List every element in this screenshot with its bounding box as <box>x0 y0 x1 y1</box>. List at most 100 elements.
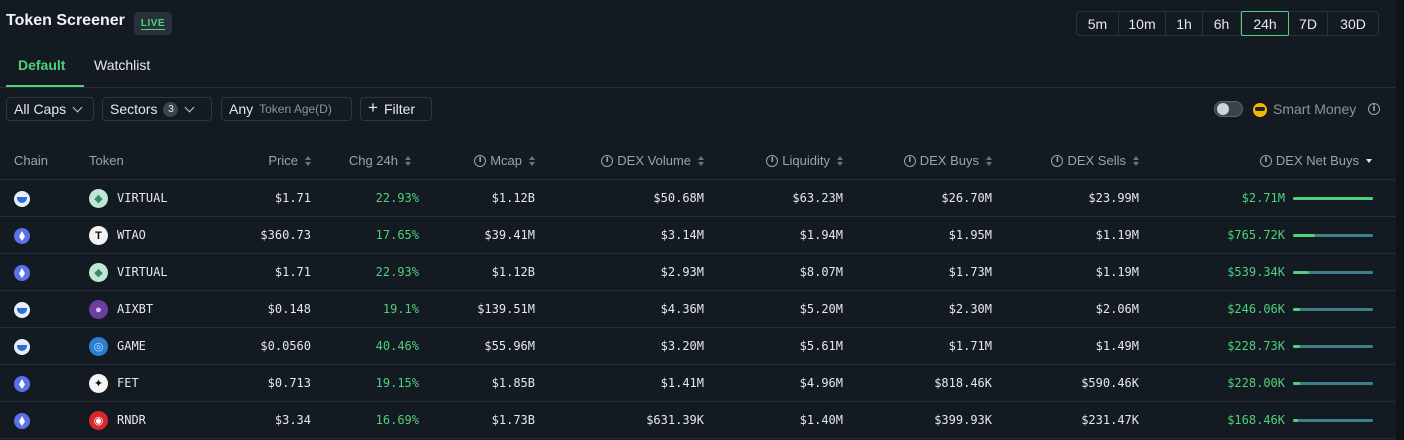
live-badge: LIVE <box>134 12 172 35</box>
dex-net-buys: $2.71M <box>1241 191 1285 205</box>
dex-volume: $3.20M <box>660 339 704 353</box>
net-buys-bar <box>1293 308 1373 311</box>
page-title: Token Screener <box>6 12 125 29</box>
smart-money-label: Smart Money <box>1273 101 1357 117</box>
timeframe-10m[interactable]: 10m <box>1119 12 1166 35</box>
filter-button[interactable]: + Filter <box>360 97 432 121</box>
filter-label: Filter <box>383 101 416 117</box>
timeframe-24h[interactable]: 24h <box>1241 11 1289 36</box>
right-edge <box>1396 0 1404 440</box>
price: $3.34 <box>274 413 311 427</box>
change-24h: 22.93% <box>375 265 419 279</box>
dex-sells: $231.47K <box>1081 413 1139 427</box>
net-buys-bar <box>1293 382 1373 385</box>
table-row[interactable]: T WTAO $360.73 17.65% $39.41M $3.14M $1.94M $1.… <box>0 217 1396 254</box>
sectors-label: Sectors <box>110 101 158 117</box>
col-dex-sells[interactable]: i DEX Sells <box>1051 153 1139 168</box>
timeframe-30d[interactable]: 30D <box>1340 15 1366 32</box>
chevron-down-icon <box>72 102 83 112</box>
fet-token-icon: ✦ <box>89 374 108 393</box>
sort-icon <box>986 155 992 166</box>
timeframe-7d[interactable]: 7D <box>1289 12 1328 35</box>
divider <box>0 87 1396 88</box>
token-name[interactable]: FET <box>117 376 139 390</box>
change-24h: 40.46% <box>375 339 419 353</box>
col-chg-24h[interactable]: Chg 24h <box>349 153 411 168</box>
sectors-dropdown[interactable]: Sectors 3 <box>102 97 212 121</box>
info-icon: i <box>474 154 487 167</box>
timeframe-6h[interactable]: 6h <box>1203 12 1241 35</box>
token-name[interactable]: AIXBT <box>117 302 154 316</box>
smart-money-toggle[interactable] <box>1214 101 1243 117</box>
dex-buys: $26.70M <box>941 191 992 205</box>
dex-sells: $1.19M <box>1095 228 1139 242</box>
sunglasses-icon <box>1253 103 1267 117</box>
info-icon[interactable]: i <box>1368 103 1380 115</box>
col-dex-net-buys[interactable]: i DEX Net Buys <box>1259 153 1372 168</box>
price: $1.71 <box>274 191 311 205</box>
change-24h: 22.93% <box>375 191 419 205</box>
change-24h: 19.15% <box>375 376 419 390</box>
table-row[interactable]: ◆ VIRTUAL $1.71 22.93% $1.12B $2.93M $8.07M $1.… <box>0 254 1396 291</box>
liquidity: $1.94M <box>799 228 843 242</box>
liquidity: $5.20M <box>799 302 843 316</box>
net-buys-bar <box>1293 271 1373 274</box>
plus-icon: + <box>368 98 378 117</box>
liquidity: $63.23M <box>792 191 843 205</box>
dex-sells: $590.46K <box>1081 376 1139 390</box>
table-row[interactable]: ● AIXBT $0.148 19.1% $139.51M $4.36M $5.20M $2.… <box>0 291 1396 328</box>
dex-volume: $3.14M <box>660 228 704 242</box>
col-price[interactable]: Price <box>268 153 311 168</box>
token-name[interactable]: VIRTUAL <box>117 265 168 279</box>
net-buys-bar-fill <box>1293 345 1300 348</box>
token-age-filter[interactable]: Any Token Age(D) <box>221 97 352 121</box>
price: $1.71 <box>274 265 311 279</box>
col-mcap[interactable]: i Mcap <box>474 153 535 168</box>
token-name[interactable]: WTAO <box>117 228 146 242</box>
table-row[interactable]: ✦ FET $0.713 19.15% $1.85B $1.41M $4.96M $818.4… <box>0 365 1396 402</box>
tab-default[interactable]: Default <box>18 57 66 73</box>
base-chain-icon <box>14 302 30 318</box>
mcap: $1.85B <box>491 376 535 390</box>
token-name[interactable]: RNDR <box>117 413 146 427</box>
price: $0.0560 <box>260 339 311 353</box>
timeframe-5m[interactable]: 5m <box>1077 12 1119 35</box>
timeframe-1h[interactable]: 1h <box>1166 12 1203 35</box>
net-buys-bar <box>1293 234 1373 237</box>
dex-buys: $1.73M <box>948 265 992 279</box>
col-dex-volume[interactable]: i DEX Volume <box>601 153 704 168</box>
sort-icon <box>529 155 535 166</box>
sort-icon <box>405 155 411 166</box>
mcap: $1.73B <box>491 413 535 427</box>
aixbt-token-icon: ● <box>89 300 108 319</box>
info-icon: i <box>766 154 779 167</box>
active-tab-indicator <box>6 85 84 87</box>
mcap: $55.96M <box>484 339 535 353</box>
net-buys-bar <box>1293 345 1373 348</box>
col-dex-buys[interactable]: i DEX Buys <box>903 153 992 168</box>
virtual-token-icon: ◆ <box>89 263 108 282</box>
info-icon: i <box>601 154 614 167</box>
net-buys-bar-fill <box>1293 197 1373 200</box>
sort-icon <box>1133 155 1139 166</box>
table-row[interactable]: ◉ RNDR $3.34 16.69% $1.73B $631.39K $1.40M $399… <box>0 402 1396 439</box>
table-row[interactable]: ◆ VIRTUAL $1.71 22.93% $1.12B $50.68M $63.23M $… <box>0 180 1396 217</box>
table-row[interactable]: ◎ GAME $0.0560 40.46% $55.96M $3.20M $5.61M $1.… <box>0 328 1396 365</box>
col-liquidity[interactable]: i Liquidity <box>766 153 843 168</box>
dex-volume: $631.39K <box>646 413 704 427</box>
net-buys-bar-fill <box>1293 382 1300 385</box>
tab-watchlist[interactable]: Watchlist <box>94 57 151 73</box>
dex-sells: $1.19M <box>1095 265 1139 279</box>
token-name[interactable]: GAME <box>117 339 146 353</box>
token-name[interactable]: VIRTUAL <box>117 191 168 205</box>
sort-icon <box>305 155 311 166</box>
token-age-label: Token Age(D) <box>259 102 332 116</box>
mcap: $1.12B <box>491 265 535 279</box>
net-buys-bar-fill <box>1293 271 1309 274</box>
net-buys-bar-fill <box>1293 308 1301 311</box>
dex-buys: $399.93K <box>934 413 992 427</box>
all-caps-dropdown[interactable]: All Caps <box>6 97 94 121</box>
base-chain-icon <box>14 191 30 207</box>
change-24h: 17.65% <box>375 228 419 242</box>
change-24h: 19.1% <box>382 302 419 316</box>
